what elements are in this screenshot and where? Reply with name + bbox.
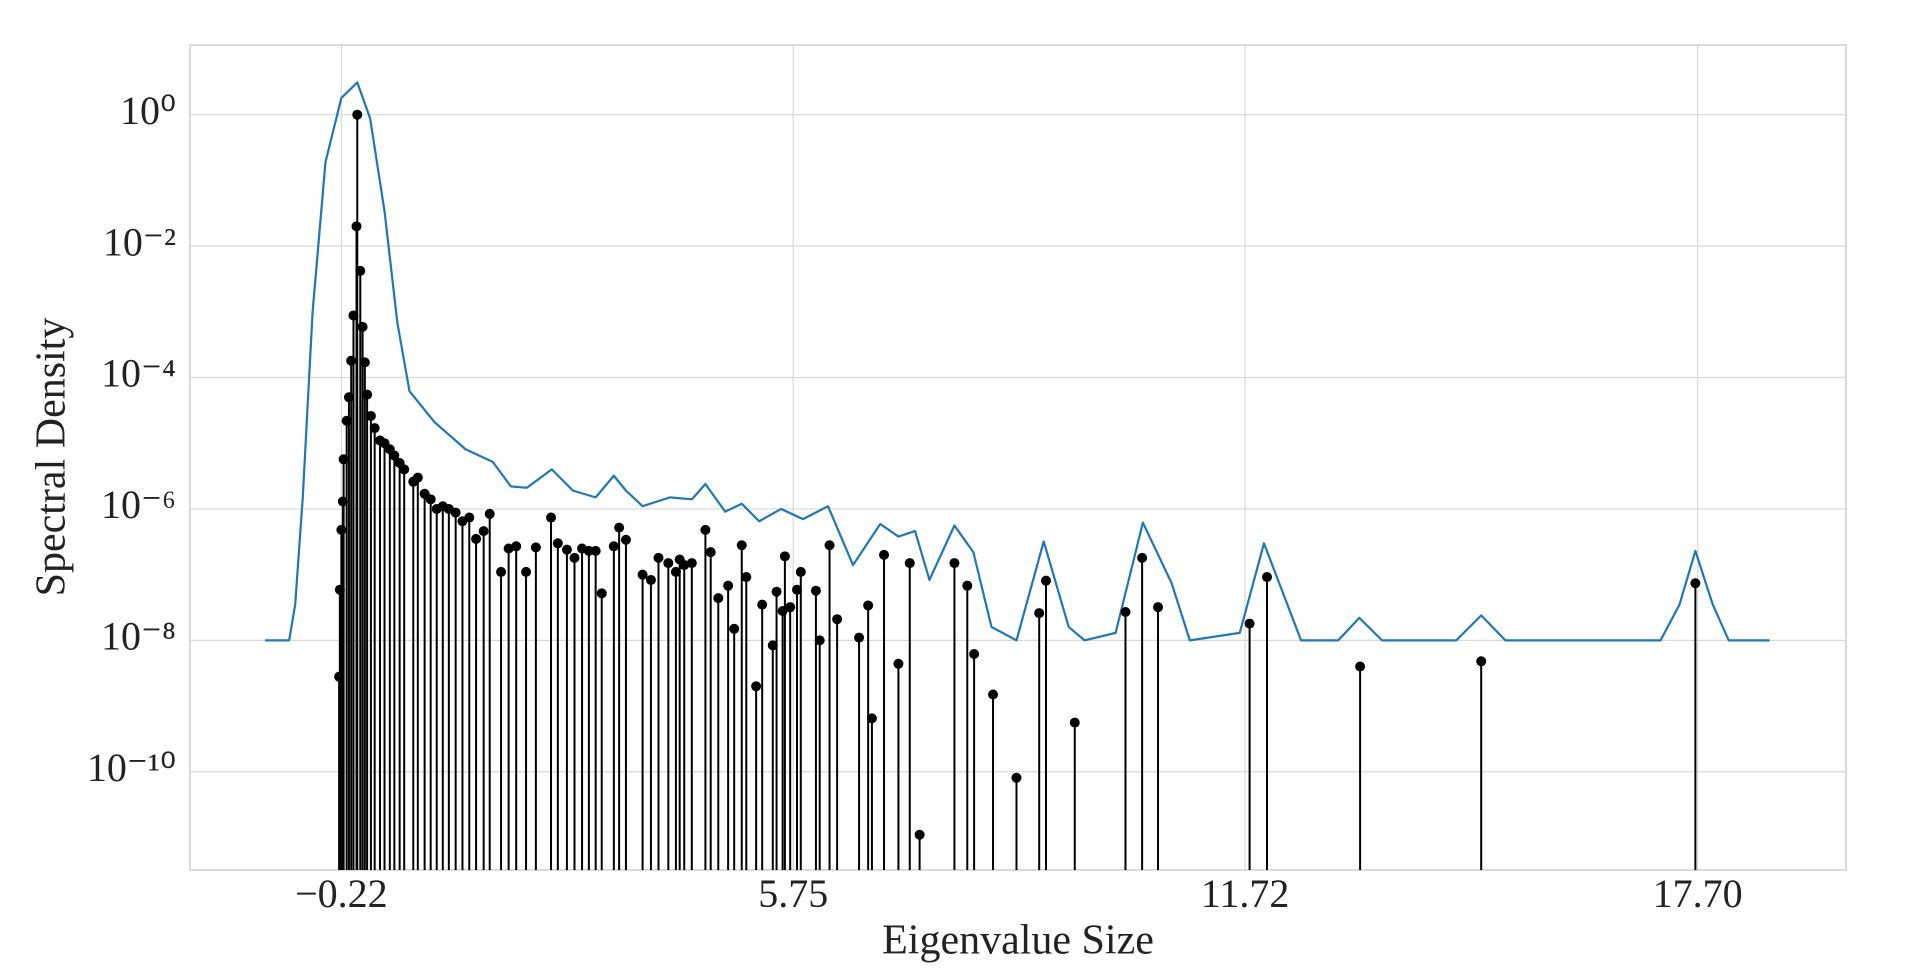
- stem-marker: [511, 541, 522, 552]
- y-axis-label: Spectral Density: [29, 318, 75, 597]
- stem-marker: [893, 658, 904, 669]
- stem-marker: [352, 109, 363, 120]
- stem-marker: [521, 566, 532, 577]
- stem-marker: [686, 558, 697, 569]
- stem-marker: [705, 547, 716, 558]
- stem-marker: [679, 560, 690, 571]
- stem-marker: [399, 464, 410, 475]
- stem-marker: [751, 681, 762, 692]
- stem-marker: [1041, 575, 1052, 586]
- stem-marker: [1244, 618, 1255, 629]
- stem-marker: [608, 541, 619, 552]
- stem-marker: [346, 355, 357, 366]
- stem-marker: [561, 544, 572, 555]
- x-tick-label: 17.70: [1653, 871, 1743, 916]
- stem-marker: [362, 389, 373, 400]
- y-tick-label: 10⁻¹⁰: [87, 745, 176, 790]
- plot-frame: [189, 44, 1847, 871]
- stem-marker: [1355, 661, 1366, 672]
- y-tick-label: 10⁰: [120, 88, 176, 133]
- x-tick-label: 5.75: [758, 871, 828, 916]
- stem-marker: [866, 713, 877, 724]
- stem-marker: [824, 540, 835, 551]
- stem-marker: [741, 572, 752, 583]
- stem-marker: [359, 357, 370, 368]
- stem-marker: [1476, 656, 1487, 667]
- stem-marker: [863, 600, 874, 611]
- stem-marker: [336, 524, 347, 535]
- stem-marker: [757, 599, 768, 610]
- stem-marker: [357, 321, 368, 332]
- stem-marker: [988, 689, 999, 700]
- x-tick-label: −0.22: [295, 871, 388, 916]
- stem-marker: [1069, 717, 1080, 728]
- stem-marker: [653, 552, 664, 563]
- stem-marker: [355, 265, 366, 276]
- stem-marker: [914, 829, 925, 840]
- stem-marker: [729, 623, 740, 634]
- y-tick-label: 10⁻²: [103, 219, 176, 264]
- stem-marker: [471, 533, 482, 544]
- stem-marker: [810, 585, 821, 596]
- stem-marker: [645, 574, 656, 585]
- stem-marker: [464, 512, 475, 523]
- stem-marker: [1137, 552, 1148, 563]
- x-tick-label: 11.72: [1201, 871, 1290, 916]
- stem-marker: [713, 593, 724, 604]
- stem-marker: [670, 566, 681, 577]
- stem-marker: [1690, 578, 1701, 589]
- x-axis-label: Eigenvalue Size: [882, 918, 1154, 964]
- density-line: [264, 81, 1770, 642]
- stem-marker: [767, 640, 778, 651]
- stem-marker: [369, 423, 380, 434]
- stem-marker: [814, 635, 825, 646]
- stem-marker: [771, 586, 782, 597]
- y-tick-label: 10⁻⁶: [101, 482, 176, 527]
- stem-marker: [590, 545, 601, 556]
- stem-marker: [962, 580, 973, 591]
- stem-marker: [791, 584, 802, 595]
- stem-marker: [478, 526, 489, 537]
- stem-marker: [795, 566, 806, 577]
- stem-marker: [663, 558, 674, 569]
- stem-marker: [1011, 772, 1022, 783]
- stem-marker: [854, 632, 865, 643]
- stem-marker: [614, 522, 625, 533]
- stem-marker: [503, 543, 514, 554]
- stem-marker: [569, 552, 580, 563]
- stem-marker: [412, 472, 423, 483]
- stem-marker: [620, 534, 631, 545]
- stem-marker: [879, 549, 890, 560]
- stem-marker: [779, 551, 790, 562]
- stem-marker: [637, 569, 648, 580]
- stem-marker: [949, 558, 960, 569]
- stem-marker: [365, 410, 376, 421]
- stem-marker: [484, 508, 495, 519]
- stem-marker: [1153, 602, 1164, 613]
- y-tick-label: 10⁻⁸: [101, 614, 176, 659]
- stem-marker: [552, 538, 563, 549]
- stem-marker: [546, 512, 557, 523]
- stem-marker: [1262, 572, 1273, 583]
- stem-marker: [736, 540, 747, 551]
- stem-marker: [425, 494, 436, 505]
- stem-marker: [343, 392, 354, 403]
- stem-marker: [904, 558, 915, 569]
- stem-marker: [389, 450, 400, 461]
- stem-marker: [723, 580, 734, 591]
- stem-marker: [1120, 607, 1131, 618]
- stem-marker: [785, 602, 796, 613]
- stem-marker: [832, 614, 843, 625]
- y-tick-label: 10⁻⁴: [101, 351, 176, 396]
- stem-marker: [969, 649, 980, 660]
- stem-marker: [596, 588, 607, 599]
- stem-marker: [700, 524, 711, 535]
- stem-marker: [530, 542, 541, 553]
- stem-marker: [496, 566, 507, 577]
- stem-marker: [1034, 608, 1045, 619]
- stem-marker: [341, 415, 352, 426]
- stem-marker: [450, 507, 461, 518]
